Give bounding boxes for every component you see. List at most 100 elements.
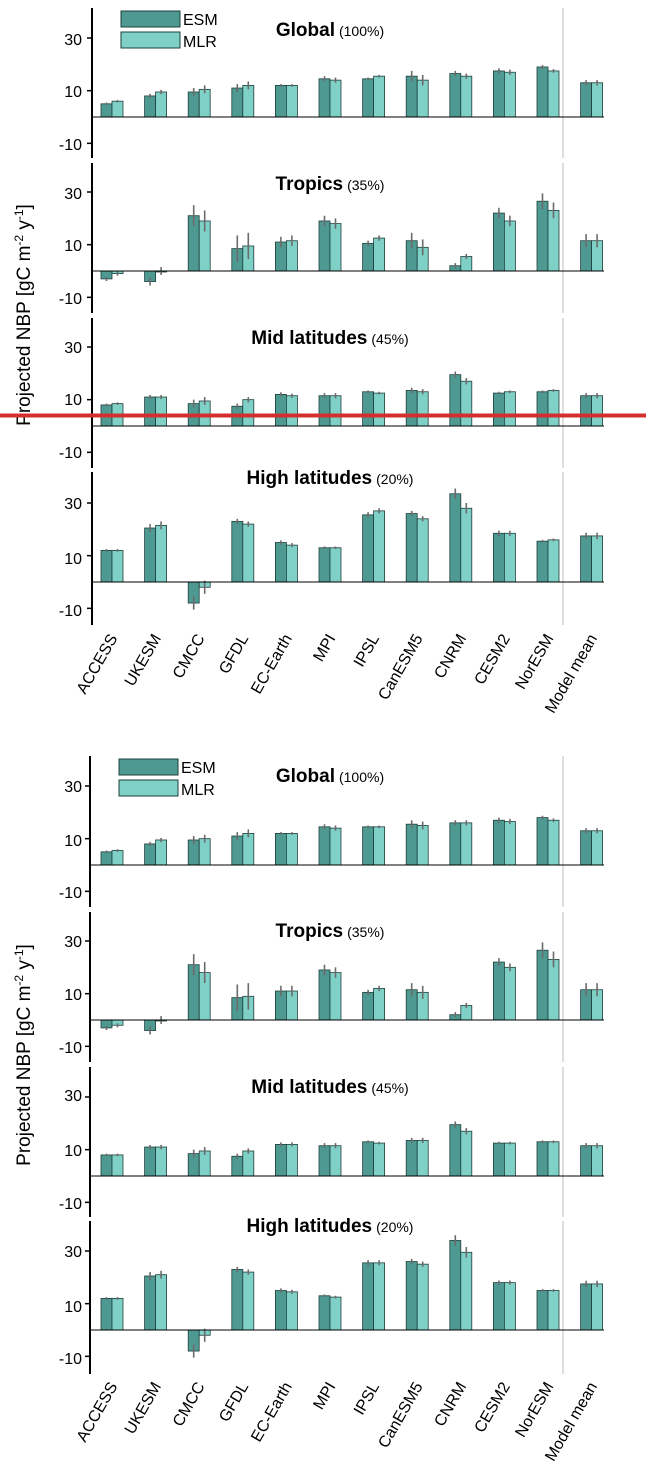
bar-mlr-noresm xyxy=(547,1290,560,1331)
bar-mlr-mpi xyxy=(329,1296,342,1331)
bar-esm-access xyxy=(100,550,113,583)
panel-title: Global (100%) xyxy=(276,20,384,41)
y-tick-label: 10 xyxy=(64,987,82,1004)
panel-title: Global (100%) xyxy=(276,766,384,787)
panel-mid-latitudes: Mid latitudes (45%) 30 10 -10 xyxy=(59,318,604,468)
x-tick-label-ipsl: IPSL xyxy=(351,1379,383,1418)
y-axis-label-mid: y xyxy=(14,220,35,235)
bar-esm-access xyxy=(100,1154,113,1177)
y-axis-label-sup2: -1 xyxy=(12,949,26,960)
bar-esm-ukesm xyxy=(144,527,157,583)
y-axis-label-text: Projected NBP [gC m xyxy=(14,986,35,1166)
bar-esm-canesm5 xyxy=(405,1261,418,1331)
y-axis-label-mid: y xyxy=(14,960,35,975)
y-tick-label: 10 xyxy=(64,84,82,101)
bar-esm-ipsl xyxy=(362,991,375,1021)
x-tick-label-ec-earth: EC-Earth xyxy=(248,632,296,697)
bar-mlr-ukesm xyxy=(155,91,168,118)
legend-label-mlr: MLR xyxy=(183,34,217,51)
bar-mlr-ipsl xyxy=(373,237,386,272)
bar-mlr-gfdl xyxy=(242,85,255,118)
bar-mlr-mpi xyxy=(329,1145,342,1177)
bar-mlr-ec-earth xyxy=(285,1144,298,1177)
x-tick-label-access: ACCESS xyxy=(74,632,122,697)
bar-esm-canesm5 xyxy=(405,75,418,118)
x-tick-label-ukesm: UKESM xyxy=(122,1380,165,1438)
bar-mlr-cesm2 xyxy=(503,821,516,866)
bar-mlr-canesm5 xyxy=(416,825,429,866)
y-tick-label: 30 xyxy=(64,496,82,513)
bar-mlr-ukesm xyxy=(155,1146,168,1177)
y-tick-label: 10 xyxy=(64,392,82,409)
panel-share: (35%) xyxy=(347,924,384,940)
y-tick-label: 30 xyxy=(64,186,82,203)
y-tick-label: -10 xyxy=(59,291,82,308)
bar-esm-canesm5 xyxy=(405,513,418,583)
panel-marks xyxy=(85,912,604,1062)
bar-mlr-noresm xyxy=(547,210,560,272)
bar-esm-model-mean xyxy=(580,1145,592,1177)
bar-esm-ipsl xyxy=(362,1262,375,1331)
bar-mlr-noresm xyxy=(547,70,560,118)
panel-title-text: Mid latitudes xyxy=(251,328,367,349)
y-tick-label: 30 xyxy=(64,32,82,49)
bar-esm-mpi xyxy=(318,969,331,1021)
bar-mlr-cesm2 xyxy=(503,532,516,583)
panel-title-text: High latitudes xyxy=(247,1216,373,1237)
bar-mlr-ipsl xyxy=(373,510,386,583)
bar-mlr-cesm2 xyxy=(503,220,516,272)
x-tick-label-gfdl: GFDL xyxy=(216,1379,252,1425)
bar-mlr-access xyxy=(111,1154,124,1177)
bar-esm-model-mean xyxy=(580,1283,592,1331)
panel-share: (20%) xyxy=(376,471,413,487)
x-tick-label-cnrm: CNRM xyxy=(432,632,471,682)
x-tick-label-canesm5: CanESM5 xyxy=(375,631,426,703)
bar-mlr-cnrm xyxy=(460,1251,473,1331)
panel-marks xyxy=(87,163,604,313)
panel-high-latitudes: High latitudes (20%) 30 10 -10 xyxy=(59,468,604,625)
y-tick-label: 10 xyxy=(64,551,82,568)
x-tick-label-cnrm: CNRM xyxy=(432,1380,471,1430)
bar-esm-cesm2 xyxy=(492,532,505,583)
bar-mlr-ipsl xyxy=(373,75,386,118)
panel-share: (20%) xyxy=(376,1219,413,1235)
bar-esm-model-mean xyxy=(580,82,592,118)
y-axis-label-text: Projected NBP [gC m xyxy=(14,246,35,426)
panel-mid-latitudes: Mid latitudes (45%) 30 10 -10 xyxy=(59,1067,604,1217)
y-axis-label-end: ] xyxy=(14,204,35,209)
bar-mlr-model-mean xyxy=(591,395,603,427)
bar-esm-cesm2 xyxy=(492,819,505,866)
bar-esm-cesm2 xyxy=(492,1142,505,1177)
bar-mlr-cmcc xyxy=(198,838,211,866)
bar-esm-cesm2 xyxy=(492,70,505,118)
y-tick-label: -10 xyxy=(59,603,82,620)
bar-esm-noresm xyxy=(536,1290,549,1331)
bar-mlr-model-mean xyxy=(591,1283,603,1331)
bar-esm-cnrm xyxy=(449,1240,462,1331)
y-axis-label-sup1: -2 xyxy=(12,235,26,246)
legend-label-mlr: MLR xyxy=(181,782,215,799)
panel-share: (45%) xyxy=(371,1080,408,1096)
x-tick-label-ipsl: IPSL xyxy=(351,631,383,670)
panel-marks xyxy=(85,1067,604,1217)
bar-esm-ipsl xyxy=(362,826,375,866)
y-axis-label-sup1: -2 xyxy=(12,975,26,986)
panel-title-text: Mid latitudes xyxy=(251,1077,367,1098)
bar-esm-gfdl xyxy=(231,1269,244,1331)
bar-mlr-gfdl xyxy=(242,523,255,583)
y-tick-label: -10 xyxy=(59,1351,82,1368)
bar-mlr-cesm2 xyxy=(503,1282,516,1331)
bar-esm-cesm2 xyxy=(492,1282,505,1331)
x-tick-label-ec-earth: EC-Earth xyxy=(248,1380,296,1445)
bar-mlr-ukesm xyxy=(155,1274,168,1331)
panel-marks xyxy=(85,756,604,907)
x-tick-label-noresm: NorESM xyxy=(513,1380,558,1441)
bar-esm-cnrm xyxy=(449,1124,462,1177)
y-axis-label-end: ] xyxy=(14,944,35,949)
panel-title-text: Global xyxy=(276,20,335,41)
legend-label-esm: ESM xyxy=(183,12,218,29)
bar-mlr-model-mean xyxy=(591,830,603,866)
bar-mlr-ipsl xyxy=(373,1262,386,1331)
bar-esm-noresm xyxy=(536,949,549,1021)
